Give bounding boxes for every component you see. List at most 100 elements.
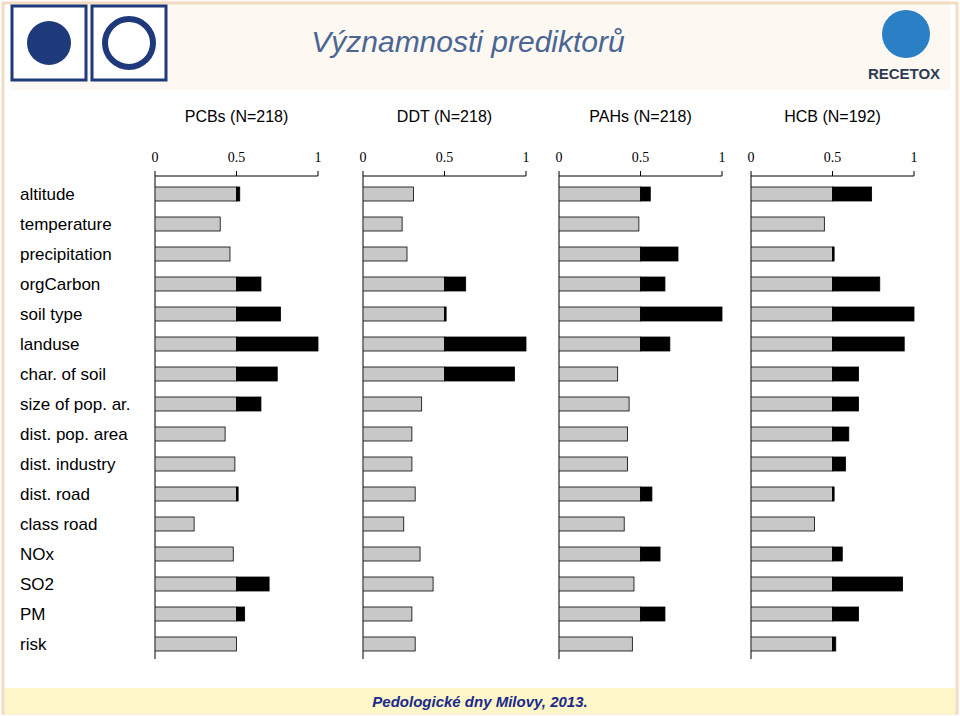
category-label: NOx [20, 545, 55, 564]
bar-segment [363, 247, 407, 261]
panel-title: PAHs (N=218) [589, 108, 691, 125]
bar-segment [237, 367, 278, 381]
bar-segment [363, 367, 445, 381]
bar-segment [617, 367, 618, 381]
bar-segment [433, 577, 434, 591]
bar-segment [751, 637, 833, 651]
footer: Pedologické dny Milovy, 2013. [372, 693, 587, 710]
bar-segment [559, 517, 624, 531]
x-tick [832, 171, 833, 176]
bar-segment [641, 337, 670, 351]
bar-segment [415, 637, 416, 651]
bar-segment [641, 307, 723, 321]
bar-segment [155, 637, 237, 651]
bar-segment [833, 337, 905, 351]
x-tick-label: 0 [360, 150, 367, 165]
bar-segment [363, 547, 420, 561]
x-tick-label: 1 [719, 150, 726, 165]
bar-segment [633, 577, 634, 591]
bar-segment [559, 187, 641, 201]
bar-segment [234, 457, 235, 471]
bar-segment [559, 217, 639, 231]
bar-segment [751, 487, 833, 501]
bar-segment [833, 187, 872, 201]
x-tick [640, 171, 641, 176]
bars [155, 187, 318, 651]
bar-segment [220, 217, 221, 231]
background [0, 0, 960, 716]
category-label: PM [20, 605, 46, 624]
bar-segment [833, 367, 859, 381]
bar-segment [641, 547, 661, 561]
bar-segment [559, 457, 627, 471]
x-tick-label: 0.5 [824, 150, 842, 165]
bar-segment [363, 337, 445, 351]
bar-segment [559, 397, 629, 411]
category-label: SO2 [20, 575, 54, 594]
panel: DDT (N=218)00.51 [360, 108, 530, 659]
bar-segment [363, 187, 414, 201]
category-label: char. of soil [20, 365, 106, 384]
x-tick-label: 0 [152, 150, 159, 165]
bar-segment [445, 277, 466, 291]
bar-segment [751, 547, 833, 561]
bar-segment [751, 457, 833, 471]
category-label: landuse [20, 335, 80, 354]
bar-segment [833, 457, 846, 471]
logo-muni-seal [27, 21, 71, 65]
bar-segment [413, 187, 414, 201]
category-label: altitude [20, 185, 75, 204]
bar-segment [627, 457, 628, 471]
bar-segment [751, 217, 824, 231]
bar-segment [237, 577, 270, 591]
bar-segment [155, 307, 237, 321]
bar-segment [559, 487, 641, 501]
category-label: dist. industry [20, 455, 116, 474]
bar-segment [751, 427, 833, 441]
bar-segment [559, 547, 641, 561]
bar-segment [833, 577, 903, 591]
frame [3, 3, 957, 713]
bar-segment [833, 307, 915, 321]
bars [363, 187, 526, 651]
panel-title: PCBs (N=218) [185, 108, 289, 125]
bar-segment [155, 547, 233, 561]
x-tick-label: 1 [911, 150, 918, 165]
bar-segment [155, 607, 237, 621]
logo-sci-seal [105, 19, 153, 67]
bar-segment [445, 367, 515, 381]
bar-segment [155, 397, 237, 411]
bar-segment [363, 517, 404, 531]
logo-sci [92, 6, 166, 80]
panel: PCBs (N=218)00.51altitudetemperatureprec… [20, 108, 322, 659]
category-label: class road [20, 515, 97, 534]
bar-segment [411, 607, 412, 621]
bar-segment [363, 577, 433, 591]
category-label: orgCarbon [20, 275, 100, 294]
bar-segment [237, 187, 240, 201]
bar-segment [363, 277, 445, 291]
bar-segment [559, 337, 641, 351]
bar-segment [363, 307, 445, 321]
bar-segment [559, 427, 627, 441]
bar-segment [632, 637, 633, 651]
bar-segment [237, 307, 281, 321]
x-tick [722, 171, 723, 176]
bar-segment [402, 217, 403, 231]
logo-muni [12, 6, 86, 80]
panel: PAHs (N=218)00.51 [556, 108, 726, 659]
category-label: size of pop. ar. [20, 395, 131, 414]
bar-segment [363, 397, 422, 411]
bar-segment [155, 517, 194, 531]
bar-segment [751, 247, 833, 261]
bar-segment [833, 547, 843, 561]
bar-segment [155, 577, 237, 591]
bar-segment [155, 427, 225, 441]
bar-segment [814, 517, 815, 531]
bar-segment [229, 247, 230, 261]
bar-segment [629, 397, 630, 411]
bar-segment [641, 487, 652, 501]
x-tick [444, 171, 445, 176]
bar-segment [627, 427, 628, 441]
x-tick [559, 171, 560, 176]
